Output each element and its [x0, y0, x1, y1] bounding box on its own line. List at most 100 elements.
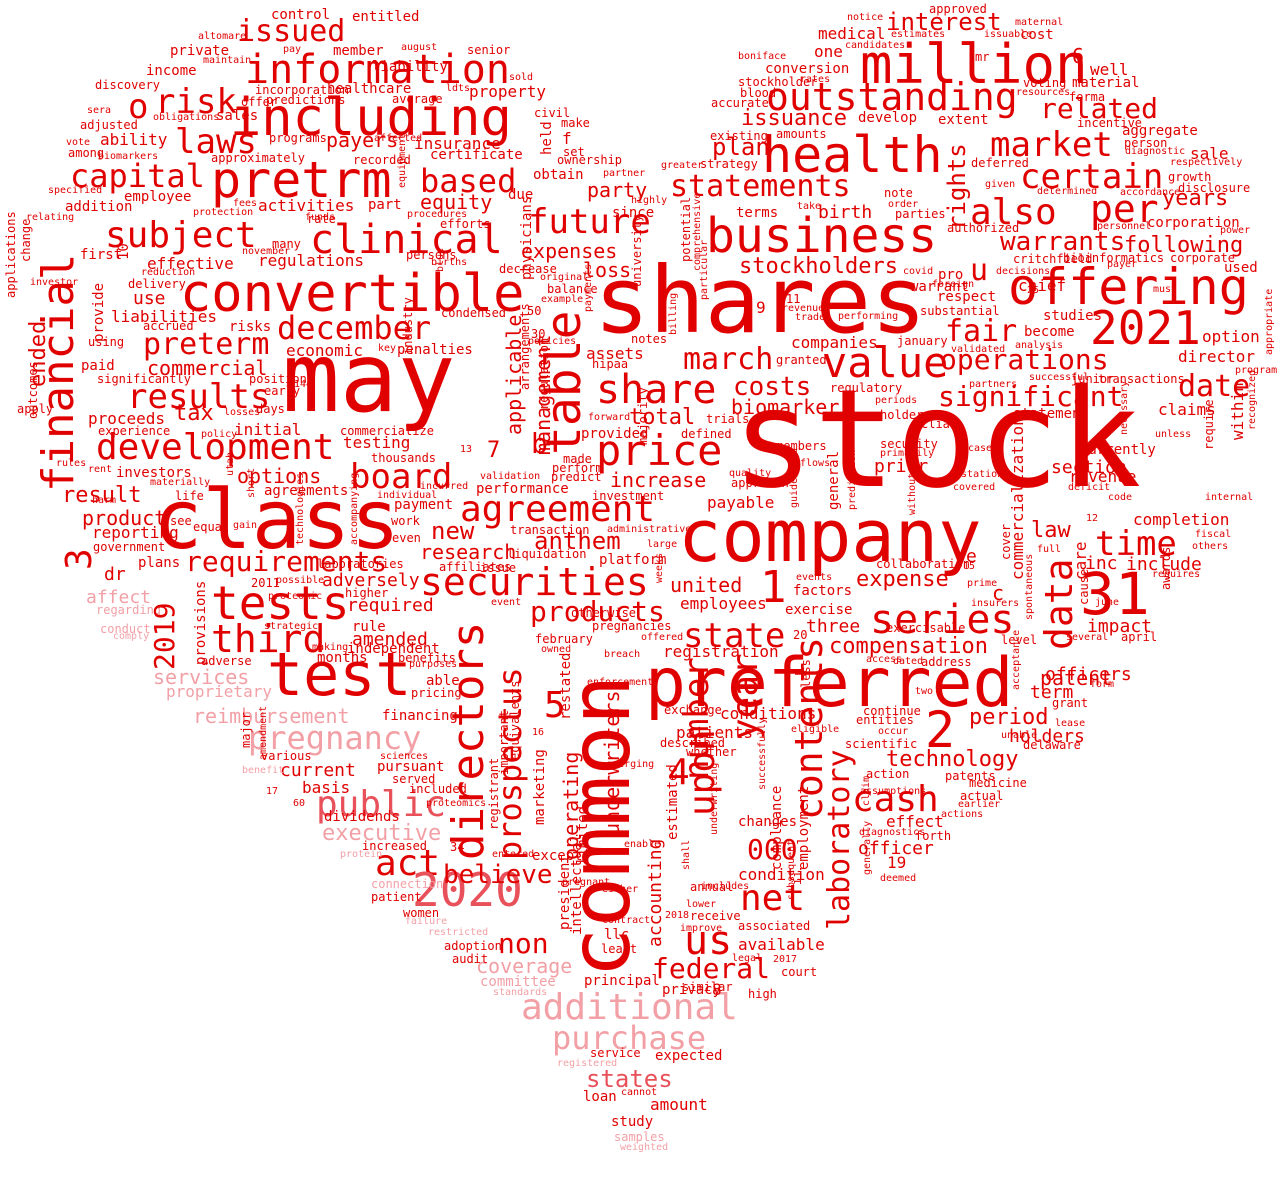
cloud-word: exchange [664, 703, 722, 717]
cloud-word: 2017 [773, 954, 798, 965]
cloud-word: industry [401, 297, 415, 355]
cloud-word: stockholder [738, 75, 818, 89]
cloud-word: first [80, 247, 123, 263]
cloud-word: enable [624, 839, 661, 850]
cloud-word: 10 [116, 243, 132, 260]
cloud-word: contract [602, 915, 651, 926]
cloud-word: public [316, 784, 447, 825]
cloud-word: state [683, 616, 786, 656]
cloud-word: holders [1009, 726, 1085, 747]
cloud-word: programs [269, 131, 327, 145]
cloud-word: unless [1155, 429, 1192, 440]
cloud-word: insurance [414, 134, 501, 153]
cloud-word: cost [1020, 27, 1054, 43]
cloud-word: without [907, 472, 918, 515]
cloud-word: recognized [1247, 369, 1258, 430]
cloud-word: operations [940, 343, 1109, 376]
cloud-word: given [985, 179, 1016, 190]
cloud-word: future [528, 202, 651, 242]
cloud-word: large [647, 539, 678, 550]
cloud-word: dated [893, 656, 924, 667]
cloud-word: option [1202, 327, 1260, 346]
cloud-word: also [970, 192, 1057, 233]
cloud-word: employee [124, 189, 192, 205]
cloud-word: notice [847, 12, 884, 23]
cloud-word: corporation [1147, 215, 1240, 231]
cloud-word: making [312, 642, 349, 653]
cloud-word: provided [581, 426, 649, 442]
cloud-word: life [175, 489, 204, 503]
cloud-word: based [420, 162, 517, 200]
cloud-word: equivalents [508, 680, 522, 760]
cloud-word: platform [599, 552, 667, 568]
cloud-word: pregnancy [248, 719, 422, 757]
cloud-word: see [170, 514, 192, 528]
cloud-word: general [826, 450, 842, 510]
cloud-word: date [1178, 369, 1251, 404]
cloud-word: financing [382, 708, 458, 724]
cloud-word: incentive [1077, 116, 1143, 130]
cloud-word: expected [655, 1048, 723, 1064]
cloud-word: 3 [59, 548, 100, 570]
cloud-word: companies [791, 333, 878, 352]
cloud-word: regarding [96, 603, 162, 617]
cloud-word: current [280, 760, 356, 781]
cloud-word: continue [863, 704, 921, 718]
cloud-word: major [239, 711, 253, 748]
cloud-word: certain [1020, 157, 1164, 197]
cloud-word: paid [81, 358, 115, 374]
cloud-word: entered [492, 849, 535, 860]
cloud-word: administrative [607, 524, 692, 535]
cloud-word: accrued [143, 319, 194, 333]
cloud-word: products [530, 595, 665, 628]
cloud-word: protection [193, 207, 254, 218]
cloud-word: patient [371, 890, 422, 904]
cloud-word: us [684, 918, 733, 964]
cloud-word: higher [345, 586, 389, 600]
cloud-word: 15 [963, 561, 976, 572]
cloud-word: terms [736, 205, 779, 221]
cloud-word: anthem [534, 527, 621, 555]
cloud-word: acceptance [1011, 629, 1022, 690]
cloud-word: fair [945, 314, 1018, 349]
cloud-word: develop [858, 110, 918, 126]
cloud-word: actual [960, 789, 1004, 803]
cloud-word: one [814, 42, 843, 61]
cloud-word: used [1224, 260, 1258, 276]
cloud-word: certificate [430, 147, 523, 163]
cloud-word: power [1220, 225, 1251, 236]
cloud-word: incurred [420, 481, 469, 492]
cloud-word: 50 [527, 304, 542, 318]
cloud-word: transactions [1098, 372, 1185, 386]
cloud-word: price [596, 426, 723, 475]
cloud-word: deficit [1068, 482, 1111, 493]
cloud-word: relating [26, 212, 75, 223]
cloud-word: maintain [203, 55, 252, 66]
cloud-word: lower [686, 899, 717, 910]
cloud-word: program [1235, 365, 1278, 376]
cloud-word: become [1024, 324, 1075, 340]
cloud-word: 30 [531, 327, 546, 341]
cloud-word: tax [174, 401, 214, 426]
cloud-word: federal [652, 952, 771, 985]
cloud-word: product [82, 506, 167, 530]
cloud-word: provisions [193, 580, 209, 665]
cloud-word: employees [680, 594, 767, 613]
cloud-word: birth [818, 202, 873, 223]
cloud-word: potential [679, 196, 693, 262]
cloud-word: substantial [920, 304, 1000, 318]
cloud-word: occur [878, 726, 909, 737]
cloud-word: resources [1016, 87, 1071, 98]
cloud-word: performing [838, 311, 899, 322]
cloud-word: result [62, 483, 142, 508]
cloud-word: covid [903, 266, 934, 277]
cloud-word: least [601, 942, 638, 956]
cloud-word: since [612, 205, 655, 221]
cloud-word: impact [1087, 616, 1153, 637]
cloud-word: may [282, 322, 456, 434]
cloud-word: chief [1018, 276, 1067, 295]
cloud-word: prime [967, 578, 998, 589]
cloud-word: investment [592, 489, 665, 503]
cloud-word: security [880, 437, 938, 451]
cloud-word: actions [941, 809, 984, 820]
